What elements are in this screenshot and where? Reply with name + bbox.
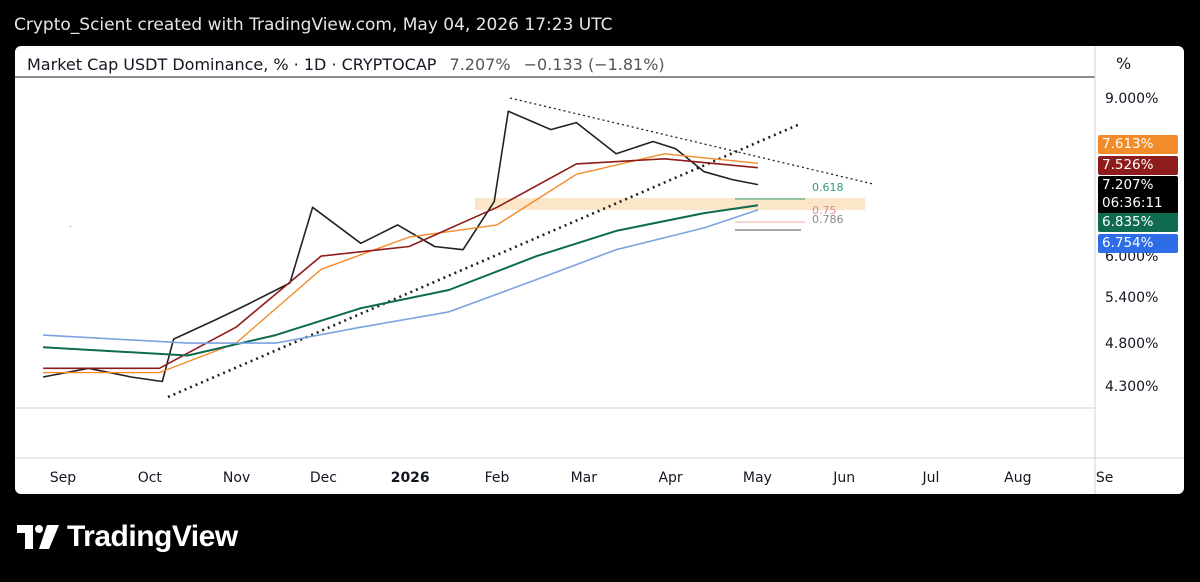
x-tick-label: Dec bbox=[310, 470, 337, 486]
chart-header: Crypto_Scient created with TradingView.c… bbox=[14, 15, 613, 35]
last-price-value: 7.207% bbox=[1102, 177, 1154, 193]
symbol-title-row: Market Cap USDT Dominance, % · 1D · CRYP… bbox=[27, 55, 665, 74]
fib-zone bbox=[475, 198, 865, 210]
x-tick-label: Aug bbox=[1004, 470, 1031, 486]
y-tick-label: 4.300% bbox=[1105, 379, 1158, 395]
last-price-label: 7.207% 06:36:11 bbox=[1098, 176, 1178, 214]
time-axis: Sep Oct Nov Dec 2026 Feb Mar Apr May Jun Jul Aug Se bbox=[50, 470, 1114, 486]
x-tick-label: May bbox=[743, 470, 772, 486]
chart-card[interactable]: % 0.618 0.75 0.786 · 9.000% 6.000% 5.400% 4… bbox=[15, 46, 1184, 494]
symbol-name[interactable]: Market Cap USDT Dominance, % · 1D · CRYP… bbox=[27, 55, 437, 74]
fib-label-75: 0.75 bbox=[812, 204, 837, 217]
x-tick-label: Se bbox=[1096, 470, 1114, 486]
ema-green-price-label: 6.835% bbox=[1098, 213, 1178, 232]
y-tick-label: 9.000% bbox=[1105, 91, 1158, 107]
tradingview-logo-icon bbox=[17, 525, 59, 549]
last-price: 7.207% bbox=[449, 55, 511, 74]
ema-green-line bbox=[43, 204, 759, 357]
ema-red-line bbox=[43, 158, 759, 370]
ema-orange-price-label: 7.613% bbox=[1098, 135, 1178, 154]
tradingview-logo[interactable]: TradingView bbox=[17, 519, 238, 555]
support-trendline bbox=[167, 122, 801, 399]
axis-unit-label: % bbox=[1116, 54, 1131, 73]
price-series-line bbox=[42, 110, 759, 383]
x-tick-label: Jul bbox=[922, 470, 940, 486]
x-tick-label: Jun bbox=[832, 470, 855, 486]
x-tick-label: Feb bbox=[485, 470, 510, 486]
y-tick-label: 6.000% bbox=[1105, 249, 1158, 265]
ema-red-price-label: 7.526% bbox=[1098, 156, 1178, 175]
fib-label-618: 0.618 bbox=[812, 181, 844, 194]
x-tick-label: Apr bbox=[658, 470, 682, 486]
y-tick-label: 4.800% bbox=[1105, 336, 1158, 352]
y-tick-label: 5.400% bbox=[1105, 290, 1158, 306]
x-tick-label: Mar bbox=[571, 470, 598, 486]
cross-marker-icon: · bbox=[69, 222, 72, 231]
bar-countdown: 06:36:11 bbox=[1102, 195, 1163, 211]
ema-orange-line bbox=[43, 153, 759, 374]
price-chart[interactable]: % 0.618 0.75 0.786 · 9.000% 6.000% 5.400% 4… bbox=[15, 46, 1184, 494]
x-tick-label: Oct bbox=[138, 470, 163, 486]
x-tick-label: Nov bbox=[223, 470, 250, 486]
ema-blue-price-label: 6.754% bbox=[1098, 234, 1178, 253]
x-tick-label: Sep bbox=[50, 470, 77, 486]
series-layer bbox=[42, 110, 759, 383]
resistance-trendline bbox=[509, 97, 874, 185]
price-change: −0.133 (−1.81%) bbox=[523, 55, 665, 74]
brand-name: TradingView bbox=[67, 520, 238, 553]
x-tick-label: 2026 bbox=[391, 470, 430, 486]
price-axis: 9.000% 6.000% 5.400% 4.800% 4.300% bbox=[1105, 91, 1158, 395]
fib-label-786: 0.786 bbox=[812, 213, 844, 226]
ema-blue-line bbox=[43, 209, 759, 344]
